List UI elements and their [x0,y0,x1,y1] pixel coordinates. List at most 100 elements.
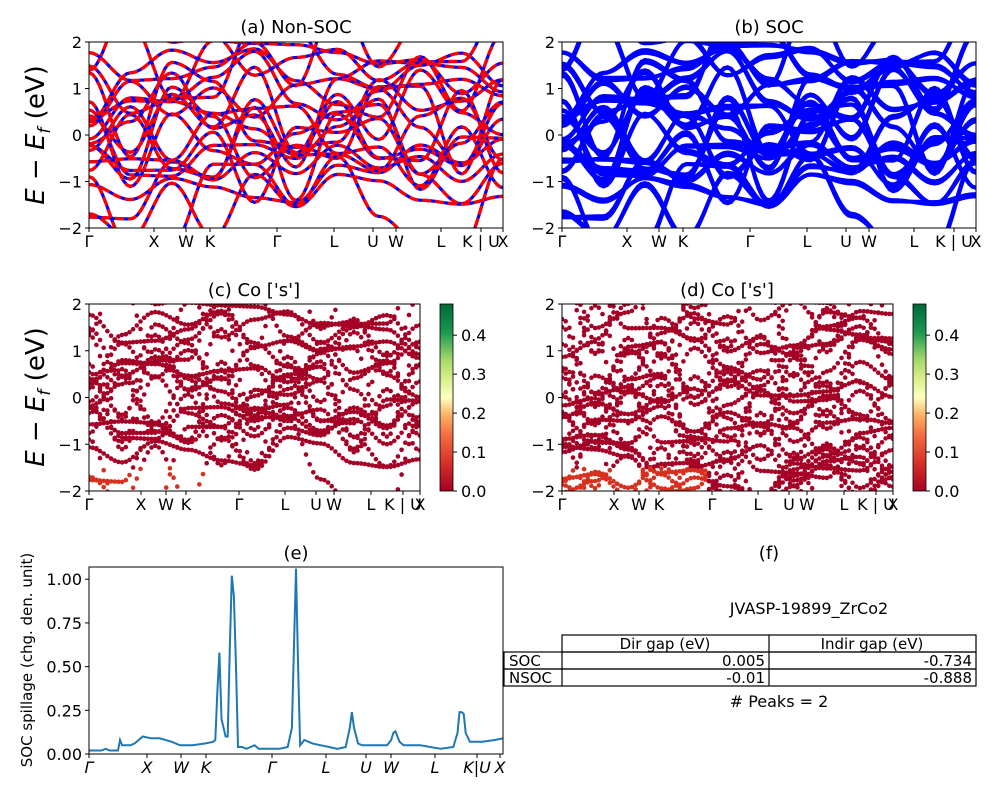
dot-c-9-82 [388,388,393,394]
dot-d-9-28 [662,440,668,445]
dot-c-12-71 [347,319,353,325]
dot-d-2-25 [651,450,657,456]
dot-d-6-31 [673,377,679,382]
dot-c-5-88 [410,370,415,376]
dot-d-3-5 [578,320,583,326]
dot-d-27-62 [787,459,793,464]
dot-d-29-43 [717,361,723,367]
dot-d-15-9 [592,400,598,406]
dot-d-23-87 [879,452,885,458]
dot-d-0-2 [567,402,572,407]
dot-d-15-20 [633,410,638,415]
dot-d-18-44 [722,491,727,496]
dot-c-7-29 [193,400,198,406]
dot-c-21-32 [204,392,209,397]
dot-d-9-30 [670,439,675,445]
dot-c-14-14 [138,361,143,366]
dot-c-21-14 [138,420,143,425]
dot-d-23-21 [637,526,642,531]
spillage-line [89,568,503,752]
dot-d-25-89 [887,339,892,344]
dot-d-4-70 [817,349,822,354]
dot-d-13-88 [883,420,888,425]
dot-d-1-25 [651,359,657,364]
dot-d-11-29 [666,398,671,404]
dot-d-23-67 [806,463,811,468]
dot-c-15-42 [241,413,246,419]
dot-c-12-58 [300,317,305,322]
ytick-label-b-0: −2 [531,219,555,238]
dot-c-0-77 [369,431,375,437]
dot-d-29-84 [868,325,874,330]
dot-c-21-83 [392,360,397,365]
dot-d-21-7 [585,433,590,438]
dot-c-18-30 [197,424,202,430]
dot-d-27-16 [618,453,624,459]
dot-d-29-42 [714,357,719,363]
dot-d-17-11 [600,375,605,381]
dot-c-15-45 [252,405,257,411]
dot-c-18-61 [311,470,316,475]
dot-d-8-16 [619,523,624,528]
xtick-label-e-9: K|U [463,758,491,777]
dot-c-0-90 [417,414,420,419]
dot-d-9-44 [721,372,727,377]
dot-c-15-38 [226,434,232,439]
dot-d-22-0 [560,253,565,258]
dot-c-8-67 [333,449,338,454]
dot-c-7-86 [403,440,408,446]
dot-d-27-69 [813,447,819,453]
dot-c-10-72 [351,409,357,415]
dot-d-20-55 [762,317,767,323]
dot-c-18-40 [233,441,239,447]
dot-c-13-53 [281,372,287,378]
dot-d-11-16 [618,400,624,406]
dot-c-17-40 [233,362,239,368]
dot-d-10-55 [762,444,767,449]
dot-d-21-25 [651,469,657,474]
dot-d-7-34 [684,313,690,318]
dot-d-18-25 [651,464,657,470]
dot-c-9-78 [373,401,379,407]
dot-d-25-52 [750,384,756,390]
dot-c-16-79 [377,339,382,345]
dot-c-12-90 [417,322,420,328]
dot-d-24-87 [879,422,885,427]
dot-c-8-90 [417,456,420,462]
dot-c-10-36 [219,367,224,373]
dot-d-2-14 [611,484,616,489]
dot-c-20-78 [373,315,379,321]
dot-d-23-36 [692,475,697,480]
dot-d-23-68 [809,464,815,469]
dot-c-12-60 [307,320,313,326]
dot-d-19-84 [868,364,874,369]
dot-c-20-90 [417,345,420,351]
xtick-label-c-10: X [415,495,426,514]
dot-c-4-8 [116,459,121,465]
dot-d-18-39 [703,468,708,474]
dot-c-4-3 [97,448,103,454]
dot-c-2-44 [248,339,254,345]
dot-c-13-54 [285,372,290,377]
dot-d-13-70 [817,422,822,428]
dot-d-11-86 [876,427,881,433]
dot-d-25-66 [802,407,807,413]
dot-d-3-2 [567,286,572,291]
dot-d-2-73 [828,509,833,514]
dot-d-15-63 [791,425,796,431]
dot-c-14-74 [358,373,364,379]
dot-d-5-66 [802,338,807,344]
dot-d-25-14 [611,380,616,386]
dot-d-19-71 [820,397,826,403]
dot-d-21-42 [714,517,719,522]
dot-c-8-70 [344,458,349,464]
dot-c-9-6 [108,377,114,383]
dot-d-17-25 [651,376,657,381]
dot-d-21-46 [729,522,734,527]
dot-c-20-45 [252,363,257,369]
dot-d-12-43 [717,453,723,459]
dot-c-21-88 [410,423,415,429]
dot-d-18-46 [729,489,734,491]
dot-c-20-19 [156,359,162,364]
dot-c-7-56 [292,391,298,396]
